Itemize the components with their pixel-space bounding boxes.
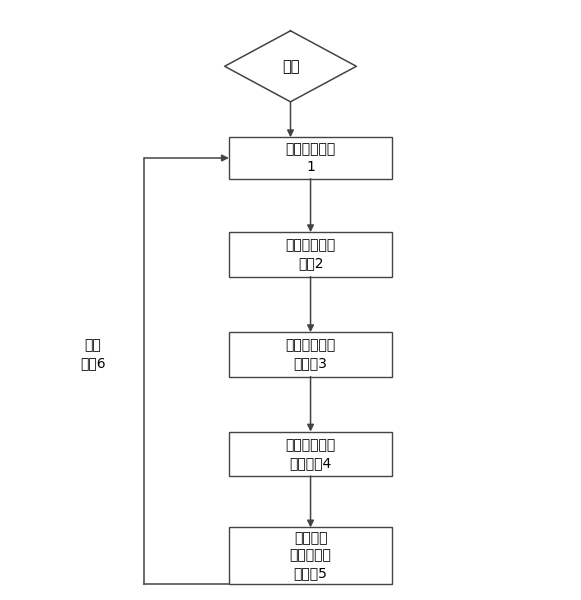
Text: 计算总评
分，评估性
能优劣5: 计算总评 分，评估性 能优劣5 (289, 531, 332, 580)
Text: 计算各评估指
标值2: 计算各评估指 标值2 (285, 239, 336, 271)
Text: 开始: 开始 (282, 59, 299, 74)
Polygon shape (225, 31, 356, 102)
Text: 获取设定数据
1: 获取设定数据 1 (285, 142, 336, 174)
FancyBboxPatch shape (229, 332, 392, 377)
Text: 对评估指标进
行量化3: 对评估指标进 行量化3 (285, 338, 336, 370)
FancyBboxPatch shape (229, 232, 392, 277)
FancyBboxPatch shape (229, 137, 392, 179)
Text: 指导
施工6: 指导 施工6 (80, 338, 106, 370)
FancyBboxPatch shape (229, 431, 392, 476)
Text: 设定评估指标
的加权值4: 设定评估指标 的加权值4 (285, 438, 336, 470)
FancyBboxPatch shape (229, 527, 392, 584)
